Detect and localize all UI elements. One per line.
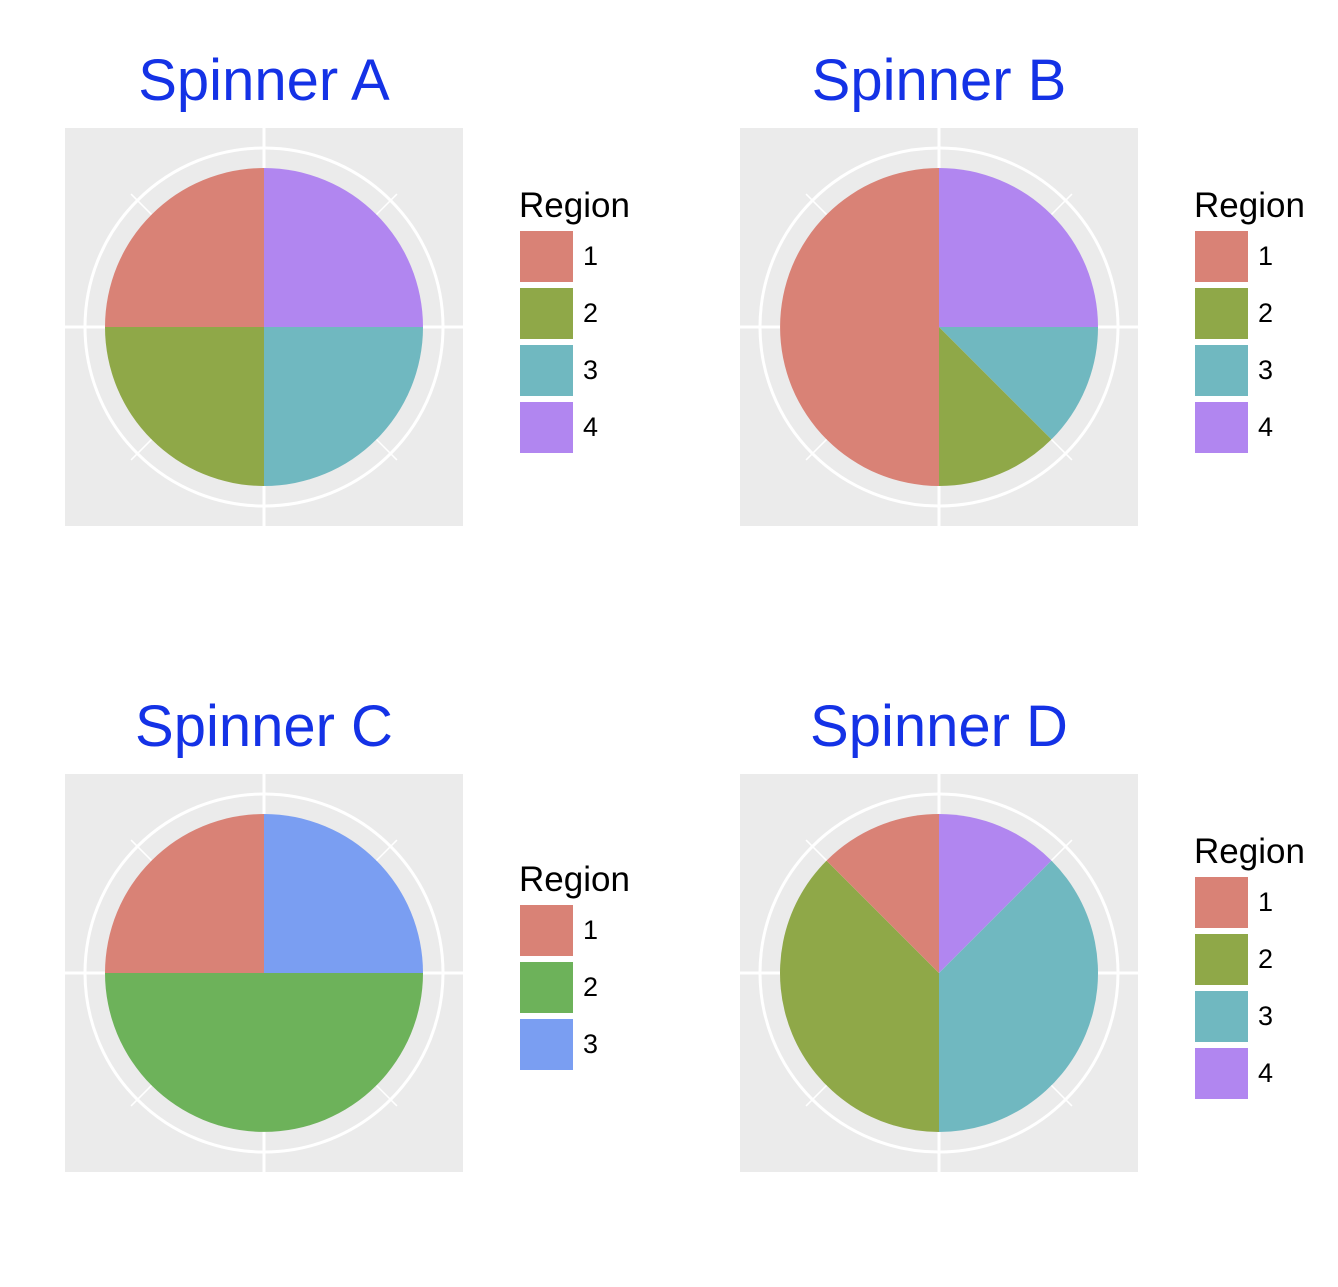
legend-swatch <box>1195 934 1248 985</box>
pie-plot <box>65 128 463 526</box>
legend-label: 2 <box>1258 298 1274 328</box>
legend-label: 3 <box>1258 1001 1274 1031</box>
pie-slice-region-2 <box>105 973 423 1132</box>
pie-slice-region-2 <box>105 327 264 486</box>
legend-item: 3 <box>519 1016 630 1073</box>
legend-item: 1 <box>519 902 630 959</box>
legend-item: 2 <box>519 959 630 1016</box>
pie-slice-region-4 <box>939 168 1098 327</box>
legend-label: 2 <box>583 972 599 1002</box>
legend-item: 1 <box>519 228 630 285</box>
legend-swatch <box>520 288 573 339</box>
pie-slice-region-1 <box>826 814 939 973</box>
spinner-b-panel: Spinner B Region 1 2 3 4 <box>675 0 1338 641</box>
legend-item: 1 <box>1194 874 1305 931</box>
chart-title: Spinner C <box>135 694 393 759</box>
legend-item: 4 <box>1194 1045 1305 1102</box>
legend-label: 4 <box>1258 1058 1274 1088</box>
pie-slice-region-4 <box>939 814 1052 973</box>
legend-title: Region <box>519 186 630 225</box>
pie-slice-region-2 <box>780 860 939 1132</box>
legend-items: 1 2 3 4 <box>519 228 630 456</box>
legend-label: 4 <box>1258 412 1274 442</box>
spinner-c-panel: Spinner C Region 1 2 3 <box>0 646 669 1287</box>
legend-swatch <box>1195 288 1248 339</box>
legend-item: 3 <box>519 342 630 399</box>
legend-label: 3 <box>1258 355 1274 385</box>
legend-swatch <box>520 345 573 396</box>
legend-swatch <box>520 962 573 1013</box>
legend: Region 1 2 3 4 <box>519 184 630 456</box>
legend-label: 1 <box>583 915 599 945</box>
pie-plot <box>740 128 1138 526</box>
legend-item: 4 <box>519 399 630 456</box>
legend-title: Region <box>1194 186 1305 225</box>
legend-label: 2 <box>1258 944 1274 974</box>
legend-swatch <box>1195 1048 1248 1099</box>
legend-items: 1 2 3 <box>519 902 630 1073</box>
pie-slice-region-4 <box>264 168 423 327</box>
legend-item: 3 <box>1194 342 1305 399</box>
legend: Region 1 2 3 4 <box>1194 830 1305 1102</box>
legend-item: 2 <box>1194 931 1305 988</box>
pie-slice-region-3 <box>939 327 1098 440</box>
legend-swatch <box>520 1019 573 1070</box>
legend-swatch <box>1195 231 1248 282</box>
chart-title: Spinner A <box>138 48 390 113</box>
spinner-d-panel: Spinner D Region 1 2 3 4 <box>675 646 1338 1287</box>
legend-label: 1 <box>1258 241 1274 271</box>
legend-label: 4 <box>583 412 599 442</box>
legend-item: 1 <box>1194 228 1305 285</box>
pie-slice-region-1 <box>105 814 264 973</box>
legend: Region 1 2 3 4 <box>1194 184 1305 456</box>
legend-item: 2 <box>519 285 630 342</box>
legend-item: 3 <box>1194 988 1305 1045</box>
legend-swatch <box>520 231 573 282</box>
pie-slice-region-3 <box>264 327 423 486</box>
pie-plot <box>740 774 1138 1172</box>
legend-swatch <box>520 402 573 453</box>
legend: Region 1 2 3 <box>519 858 630 1073</box>
legend-label: 1 <box>583 241 599 271</box>
pie-slice-region-2 <box>939 327 1052 486</box>
legend-swatch <box>1195 345 1248 396</box>
legend-label: 2 <box>583 298 599 328</box>
legend-item: 2 <box>1194 285 1305 342</box>
spinner-a-panel: Spinner A Region 1 2 3 4 <box>0 0 669 641</box>
legend-title: Region <box>1194 832 1305 871</box>
legend-title: Region <box>519 860 630 899</box>
pie-slice-region-1 <box>105 168 264 327</box>
pie-slice-region-3 <box>939 860 1098 1132</box>
legend-swatch <box>1195 877 1248 928</box>
legend-items: 1 2 3 4 <box>1194 874 1305 1102</box>
chart-title: Spinner D <box>810 694 1068 759</box>
pie-slice-region-1 <box>780 168 939 486</box>
legend-label: 3 <box>583 1029 599 1059</box>
pie-plot <box>65 774 463 1172</box>
legend-item: 4 <box>1194 399 1305 456</box>
legend-items: 1 2 3 4 <box>1194 228 1305 456</box>
pie-slice-region-3 <box>264 814 423 973</box>
chart-title: Spinner B <box>811 48 1067 113</box>
legend-label: 1 <box>1258 887 1274 917</box>
legend-swatch <box>1195 402 1248 453</box>
legend-swatch <box>1195 991 1248 1042</box>
legend-label: 3 <box>583 355 599 385</box>
legend-swatch <box>520 905 573 956</box>
